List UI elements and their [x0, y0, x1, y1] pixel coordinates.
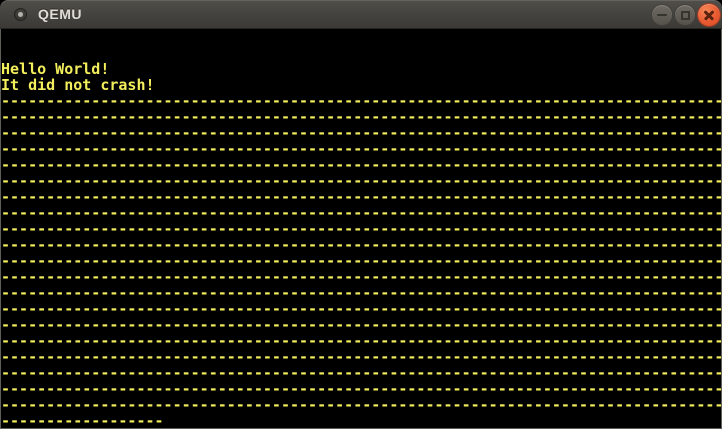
- console-line: ----------------------------------------…: [1, 236, 721, 254]
- console-line: ----------------------------------------…: [1, 204, 721, 222]
- console-line: [1, 45, 721, 61]
- console-line: ----------------------------------------…: [1, 220, 721, 238]
- console-line: ----------------------------------------…: [1, 156, 721, 174]
- console-line: ----------------------------------------…: [1, 252, 721, 270]
- console-line: It did not crash!: [1, 76, 155, 94]
- console-line: ------------------: [1, 412, 164, 429]
- console-line: ----------------------------------------…: [1, 268, 721, 286]
- console-line: [1, 29, 721, 45]
- window-title: QEMU: [38, 6, 82, 22]
- titlebar[interactable]: QEMU: [0, 0, 722, 29]
- console-line: ----------------------------------------…: [1, 396, 721, 414]
- console-line: Hello World!: [1, 60, 110, 78]
- maximize-icon: [681, 10, 690, 20]
- minimize-icon: [657, 13, 667, 16]
- qemu-app-icon: [14, 8, 27, 21]
- console-line: ----------------------------------------…: [1, 348, 721, 366]
- console-line: ----------------------------------------…: [1, 380, 721, 398]
- window-border-left: [0, 29, 1, 429]
- close-button[interactable]: [698, 3, 720, 26]
- console-line: ----------------------------------------…: [1, 332, 721, 350]
- console-line: ----------------------------------------…: [1, 140, 721, 158]
- console-screen[interactable]: Hello World! It did not crash! -----------…: [1, 29, 721, 429]
- window-controls: [649, 0, 720, 29]
- app-icon-dot: [18, 12, 23, 17]
- console-line: ----------------------------------------…: [1, 300, 721, 318]
- minimize-button[interactable]: [652, 4, 672, 25]
- console-line: ----------------------------------------…: [1, 172, 721, 190]
- console-line: ----------------------------------------…: [1, 124, 721, 142]
- console-line: ----------------------------------------…: [1, 364, 721, 382]
- console-line: ----------------------------------------…: [1, 188, 721, 206]
- console-line: ----------------------------------------…: [1, 92, 721, 110]
- console-line: ----------------------------------------…: [1, 316, 721, 334]
- console-line: ----------------------------------------…: [1, 108, 721, 126]
- console-line: ----------------------------------------…: [1, 284, 721, 302]
- maximize-button[interactable]: [675, 4, 695, 25]
